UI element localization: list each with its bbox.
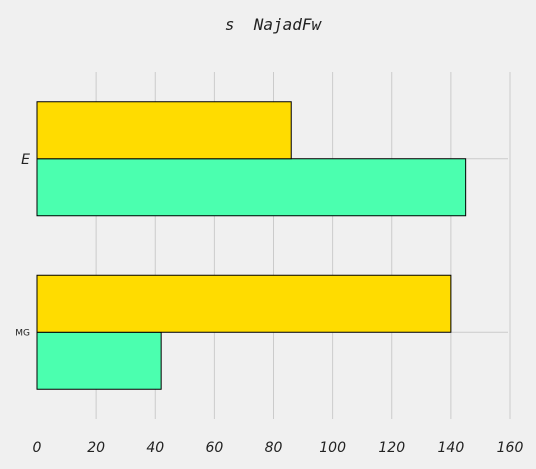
x-tick-label-60: 60 (205, 440, 223, 456)
y-axis-ticks: MG E (15, 152, 30, 339)
bar-series2-e (36, 101, 292, 160)
y-tick-label-mg: MG (15, 328, 30, 338)
bar-series2-mg (36, 274, 452, 333)
x-axis-ticks: 0 20 40 60 80 100 120 140 160 (33, 440, 524, 456)
x-tick-label-120: 120 (378, 440, 405, 456)
x-tick-label-0: 0 (33, 440, 42, 456)
x-tick-label-40: 40 (146, 440, 164, 456)
x-tick-label-140: 140 (438, 440, 465, 456)
bars (36, 101, 467, 390)
bar-series1-e (36, 158, 467, 217)
bar-series1-mg (36, 331, 162, 390)
chart-title: s NajadFw (225, 15, 323, 34)
y-tick-label-e: E (21, 152, 30, 168)
x-tick-label-20: 20 (87, 440, 105, 456)
x-tick-label-160: 160 (497, 440, 524, 456)
x-tick-label-100: 100 (319, 440, 346, 456)
x-tick-label-80: 80 (265, 440, 283, 456)
